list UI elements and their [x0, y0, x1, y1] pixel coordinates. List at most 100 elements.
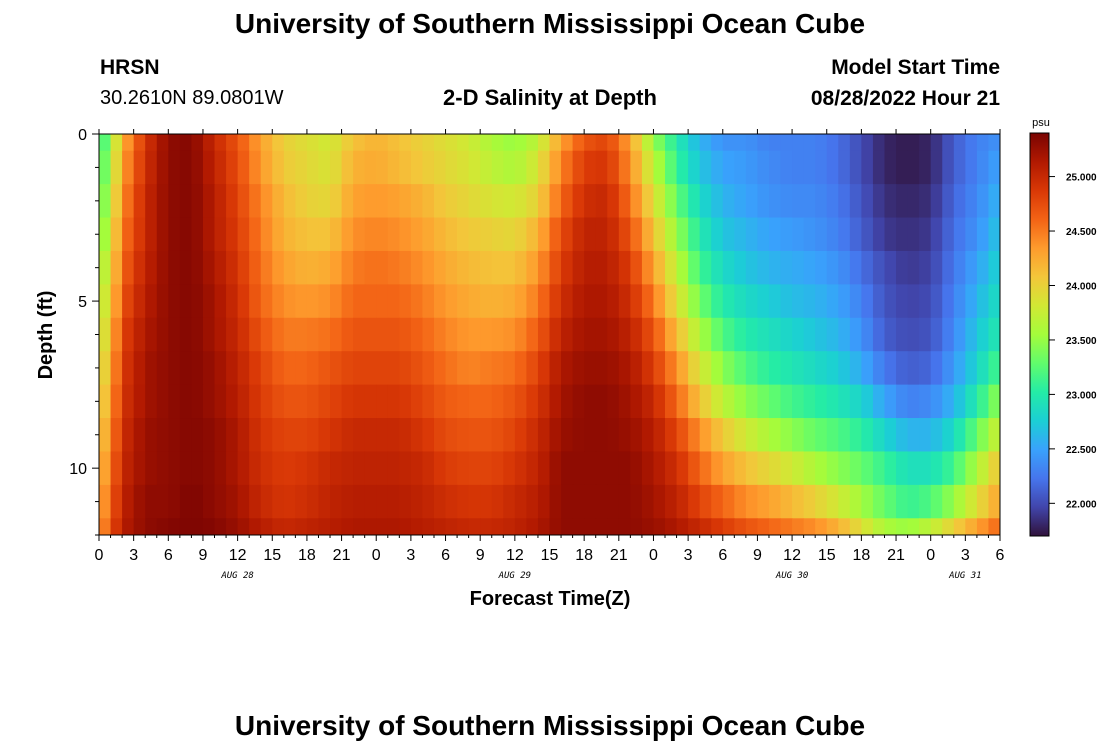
- heatmap-cell: [249, 184, 262, 219]
- heatmap-cell: [988, 317, 1001, 352]
- heatmap-cell: [260, 484, 273, 519]
- heatmap-cell: [572, 217, 585, 252]
- x-tick-label: 15: [263, 547, 281, 564]
- heatmap-cell: [226, 250, 239, 285]
- heatmap-cell: [156, 451, 169, 486]
- x-tick-label: 9: [476, 547, 485, 564]
- heatmap-cell: [792, 134, 805, 152]
- heatmap-cell: [364, 317, 377, 352]
- heatmap-cell: [422, 250, 435, 285]
- heatmap-cell: [318, 317, 331, 352]
- heatmap-cell: [595, 384, 608, 419]
- heatmap-cell: [526, 384, 539, 419]
- heatmap-cell: [953, 150, 966, 185]
- heatmap-cell: [630, 418, 643, 452]
- heatmap-cell: [214, 150, 227, 185]
- heatmap-cell: [237, 250, 250, 285]
- heatmap-cell: [491, 518, 504, 536]
- heatmap-cell: [387, 250, 400, 285]
- heatmap-cell: [872, 351, 885, 386]
- heatmap-cell: [514, 150, 527, 185]
- heatmap-cell: [665, 134, 678, 152]
- heatmap-cell: [953, 284, 966, 319]
- heatmap-cell: [896, 250, 909, 285]
- heatmap-cell: [607, 418, 620, 452]
- heatmap-cell: [445, 134, 458, 152]
- heatmap-cell: [306, 284, 319, 319]
- heatmap-cell: [145, 284, 158, 319]
- heatmap-cell: [537, 451, 550, 486]
- heatmap-cell: [976, 217, 989, 252]
- heatmap-cell: [618, 351, 631, 386]
- heatmap-cell: [422, 351, 435, 386]
- heatmap-cell: [653, 217, 666, 252]
- heatmap-cell: [688, 134, 701, 152]
- heatmap-cell: [641, 217, 654, 252]
- heatmap-cell: [942, 518, 955, 536]
- heatmap-cell: [630, 134, 643, 152]
- heatmap-cell: [99, 284, 112, 319]
- heatmap-cell: [330, 484, 343, 519]
- heatmap-cell: [803, 384, 816, 419]
- heatmap-cell: [618, 134, 631, 152]
- heatmap-cell: [399, 351, 412, 386]
- heatmap-cell: [849, 351, 862, 386]
- heatmap-cell: [283, 184, 296, 219]
- heatmap-cell: [549, 418, 562, 452]
- heatmap-cell: [468, 484, 481, 519]
- heatmap-cell: [919, 150, 932, 185]
- heatmap-cell: [780, 134, 793, 152]
- heatmap-cell: [688, 317, 701, 352]
- heatmap-cell: [792, 518, 805, 536]
- heatmap-cell: [988, 384, 1001, 419]
- heatmap-cell: [330, 284, 343, 319]
- heatmap-cell: [260, 384, 273, 419]
- heatmap-cell: [433, 217, 447, 252]
- heatmap-cell: [688, 184, 701, 219]
- heatmap-cell: [191, 217, 204, 252]
- heatmap-cell: [249, 418, 262, 452]
- heatmap-cell: [260, 150, 273, 185]
- heatmap-cell: [757, 150, 770, 185]
- heatmap-cell: [364, 451, 377, 486]
- heatmap-cell: [283, 134, 296, 152]
- heatmap-cell: [110, 484, 123, 519]
- heatmap-cell: [584, 184, 597, 219]
- heatmap-cell: [919, 351, 932, 386]
- heatmap-cell: [849, 317, 862, 352]
- heatmap-cell: [457, 134, 470, 152]
- colorbar-tick-label: 24.000: [1066, 281, 1097, 292]
- heatmap-cell: [133, 217, 146, 252]
- heatmap-cell: [653, 250, 666, 285]
- heatmap-cell: [641, 418, 654, 452]
- heatmap-cell: [503, 384, 516, 419]
- heatmap-cell: [110, 134, 123, 152]
- heatmap-cell: [561, 351, 574, 386]
- heatmap-cell: [826, 418, 839, 452]
- heatmap-cell: [768, 384, 782, 419]
- colorbar-tick-label: 22.500: [1066, 445, 1097, 456]
- heatmap-cell: [907, 451, 920, 486]
- x-tick-label: 6: [441, 547, 450, 564]
- heatmap-cell: [526, 418, 539, 452]
- heatmap-cell: [387, 184, 400, 219]
- heatmap-cell: [376, 317, 389, 352]
- heatmap-cell: [872, 250, 885, 285]
- heatmap-cell: [168, 451, 181, 486]
- heatmap-cell: [942, 134, 955, 152]
- heatmap-cell: [595, 284, 608, 319]
- heatmap-cell: [607, 317, 620, 352]
- heatmap-cell: [260, 250, 273, 285]
- heatmap-cell: [549, 518, 562, 536]
- heatmap-cell: [792, 384, 805, 419]
- heatmap-cell: [422, 217, 435, 252]
- heatmap-cell: [607, 351, 620, 386]
- heatmap-cell: [133, 134, 146, 152]
- heatmap-cell: [156, 418, 169, 452]
- heatmap-cell: [953, 317, 966, 352]
- heatmap-cell: [976, 184, 989, 219]
- heatmap-cell: [468, 451, 481, 486]
- heatmap-cell: [942, 484, 955, 519]
- heatmap-cell: [422, 384, 435, 419]
- heatmap-cell: [445, 418, 458, 452]
